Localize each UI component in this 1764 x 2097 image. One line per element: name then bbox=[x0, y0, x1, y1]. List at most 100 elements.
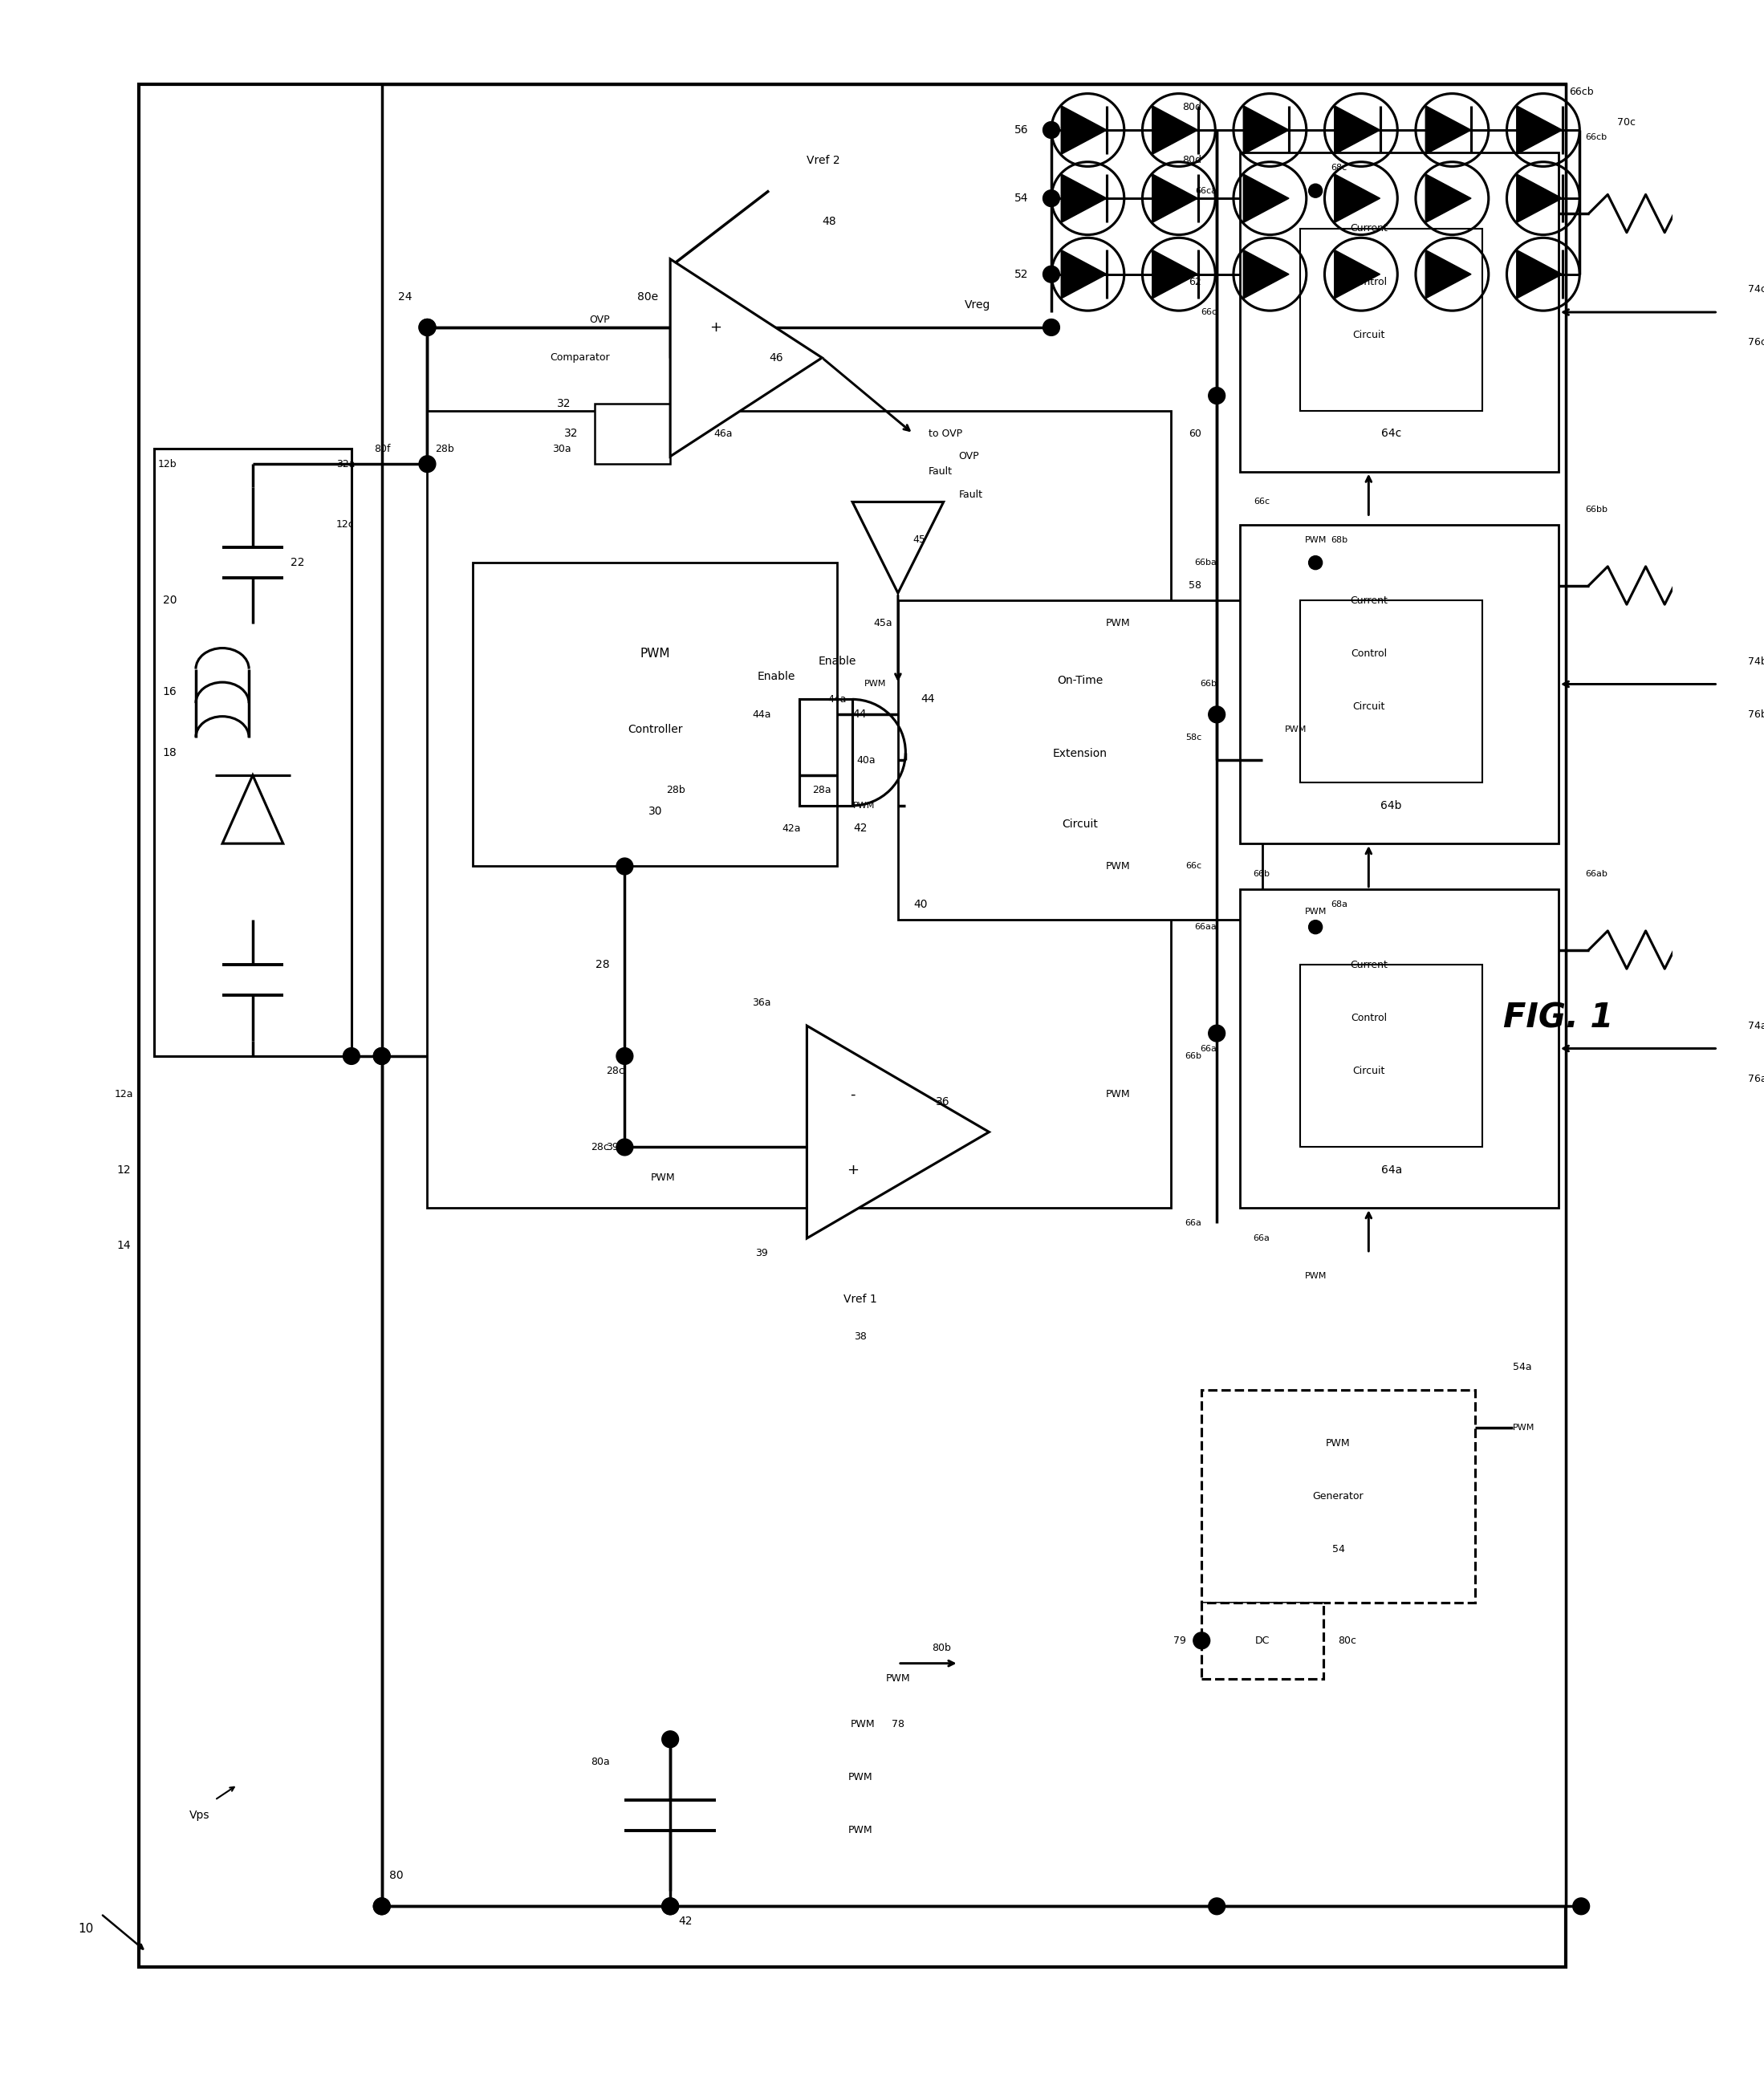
Text: 74a: 74a bbox=[1748, 1021, 1764, 1032]
Text: FIG. 1: FIG. 1 bbox=[1503, 1000, 1614, 1036]
Text: 45: 45 bbox=[914, 535, 926, 545]
Circle shape bbox=[374, 1898, 390, 1915]
Text: Circuit: Circuit bbox=[1353, 702, 1385, 713]
Text: Extension: Extension bbox=[1053, 749, 1108, 759]
Polygon shape bbox=[1334, 250, 1379, 298]
Text: 66ab: 66ab bbox=[1586, 870, 1607, 879]
Text: 58: 58 bbox=[1189, 581, 1201, 591]
Text: 68a: 68a bbox=[1330, 900, 1348, 908]
Text: 54: 54 bbox=[1332, 1543, 1344, 1554]
Text: Fault: Fault bbox=[928, 466, 953, 476]
Polygon shape bbox=[1425, 105, 1471, 155]
Text: Current: Current bbox=[1349, 224, 1388, 235]
Text: 66a: 66a bbox=[1252, 1235, 1270, 1241]
Circle shape bbox=[1309, 556, 1323, 570]
Circle shape bbox=[1208, 388, 1226, 405]
Polygon shape bbox=[1152, 250, 1198, 298]
Text: 20: 20 bbox=[162, 596, 176, 606]
Polygon shape bbox=[670, 260, 822, 457]
Polygon shape bbox=[1062, 250, 1106, 298]
Text: 12c: 12c bbox=[337, 520, 355, 531]
Text: 76b: 76b bbox=[1748, 709, 1764, 719]
Text: 66b: 66b bbox=[1252, 870, 1270, 879]
Text: PWM: PWM bbox=[848, 1772, 873, 1782]
Text: 70c: 70c bbox=[1618, 117, 1635, 128]
Polygon shape bbox=[1062, 105, 1106, 155]
Polygon shape bbox=[1425, 250, 1471, 298]
Text: 62: 62 bbox=[1189, 277, 1201, 287]
Text: 28a: 28a bbox=[813, 784, 831, 795]
Text: 46: 46 bbox=[769, 352, 783, 363]
Polygon shape bbox=[1517, 174, 1563, 222]
Polygon shape bbox=[806, 1025, 990, 1237]
Bar bbox=[594, 403, 670, 463]
Text: Enable: Enable bbox=[818, 656, 856, 667]
Polygon shape bbox=[1334, 105, 1379, 155]
Text: PWM: PWM bbox=[1305, 908, 1327, 916]
Circle shape bbox=[1208, 1025, 1226, 1042]
Circle shape bbox=[616, 1048, 633, 1065]
Text: Vref 2: Vref 2 bbox=[806, 155, 840, 166]
Text: 10: 10 bbox=[78, 1923, 93, 1936]
Text: 58c: 58c bbox=[1185, 734, 1201, 740]
Text: PWM: PWM bbox=[854, 801, 875, 809]
Bar bbox=[1240, 889, 1558, 1208]
Bar bbox=[473, 562, 838, 866]
Text: 64c: 64c bbox=[1381, 428, 1402, 438]
Circle shape bbox=[1309, 185, 1323, 197]
Text: 66bb: 66bb bbox=[1586, 505, 1607, 514]
Text: PWM: PWM bbox=[850, 1720, 875, 1730]
Polygon shape bbox=[1517, 105, 1563, 155]
Text: 30a: 30a bbox=[552, 445, 572, 455]
Circle shape bbox=[1208, 1898, 1226, 1915]
Text: 44: 44 bbox=[852, 709, 866, 719]
Text: 24: 24 bbox=[399, 291, 413, 302]
Text: 66cb: 66cb bbox=[1568, 86, 1593, 96]
Text: 36a: 36a bbox=[751, 998, 771, 1009]
Circle shape bbox=[662, 1898, 679, 1915]
Text: PWM: PWM bbox=[1106, 619, 1131, 629]
Text: 20: 20 bbox=[374, 1051, 388, 1061]
Text: +: + bbox=[709, 321, 721, 336]
Circle shape bbox=[1309, 921, 1323, 933]
Text: 42: 42 bbox=[679, 1917, 693, 1927]
Text: Circuit: Circuit bbox=[1353, 1065, 1385, 1076]
Circle shape bbox=[616, 1139, 633, 1155]
Text: 66aa: 66aa bbox=[1194, 923, 1217, 931]
Text: 66b: 66b bbox=[1200, 679, 1217, 688]
Bar bbox=[427, 411, 1171, 1208]
Circle shape bbox=[420, 319, 436, 336]
Text: 40a: 40a bbox=[856, 755, 875, 765]
Bar bbox=[139, 84, 1566, 1967]
Text: Enable: Enable bbox=[757, 671, 796, 682]
Bar bbox=[1300, 600, 1482, 782]
Text: 12b: 12b bbox=[157, 459, 176, 470]
Text: 48: 48 bbox=[822, 216, 836, 226]
Bar bbox=[898, 600, 1263, 918]
Text: 54: 54 bbox=[1014, 193, 1028, 203]
Text: 56: 56 bbox=[1014, 124, 1028, 136]
Text: 80b: 80b bbox=[931, 1642, 951, 1652]
Text: 52: 52 bbox=[1014, 268, 1028, 279]
Text: 36: 36 bbox=[937, 1097, 951, 1107]
Text: Vreg: Vreg bbox=[965, 300, 991, 310]
Bar bbox=[1240, 524, 1558, 843]
Text: Circuit: Circuit bbox=[1353, 329, 1385, 340]
Text: 32a: 32a bbox=[337, 459, 355, 470]
Text: On-Time: On-Time bbox=[1057, 675, 1102, 686]
Bar bbox=[1300, 965, 1482, 1147]
Text: 66c: 66c bbox=[1201, 308, 1217, 317]
Text: 32: 32 bbox=[564, 428, 579, 438]
Text: 66ca: 66ca bbox=[1196, 187, 1217, 195]
Text: +: + bbox=[847, 1162, 859, 1176]
Text: Comparator: Comparator bbox=[550, 352, 610, 363]
Polygon shape bbox=[852, 501, 944, 593]
Text: Control: Control bbox=[1351, 277, 1387, 287]
Text: 28b: 28b bbox=[667, 784, 686, 795]
Text: 54a: 54a bbox=[1514, 1363, 1531, 1374]
Text: PWM: PWM bbox=[864, 679, 886, 688]
Text: 64b: 64b bbox=[1381, 799, 1402, 812]
Text: 66b: 66b bbox=[1185, 1053, 1201, 1061]
Text: Fault: Fault bbox=[958, 489, 983, 499]
Text: Vps: Vps bbox=[189, 1810, 210, 1820]
